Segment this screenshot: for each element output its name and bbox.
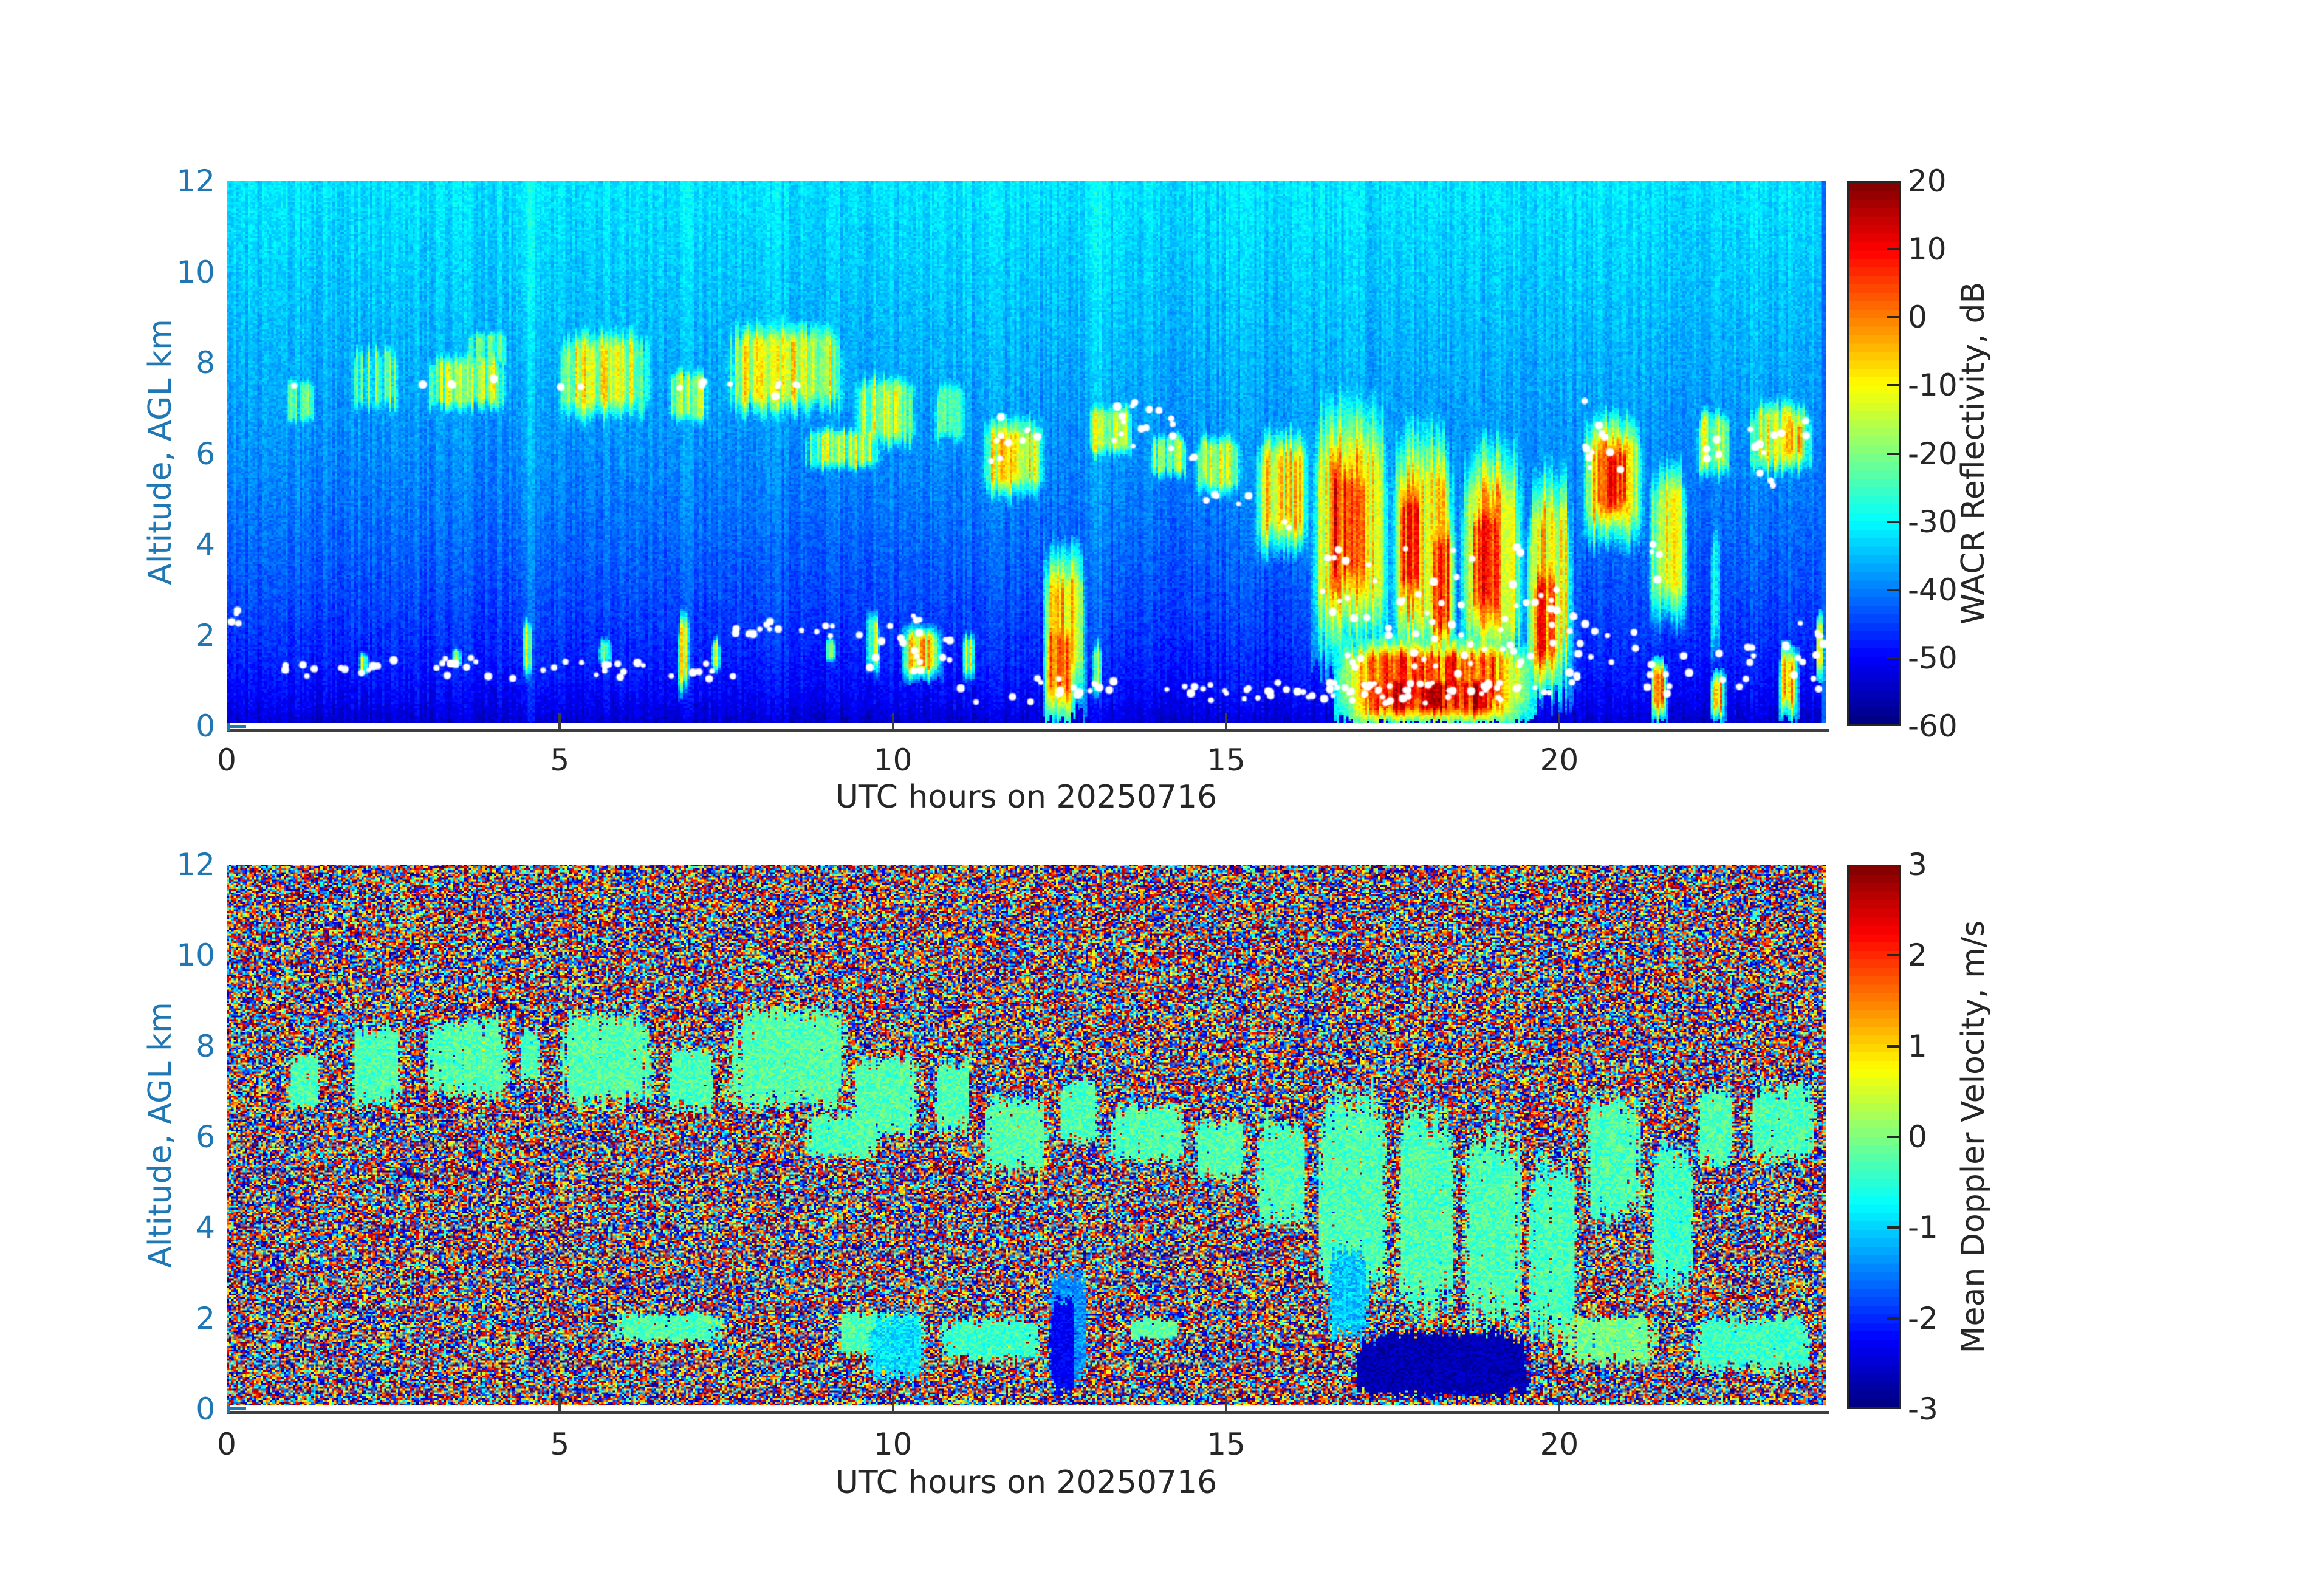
x-tick-label: 15 [1207,743,1246,778]
colorbar-tick-label: -20 [1908,436,1958,472]
x-tick-label: 5 [550,743,570,778]
y-tick-label: 2 [196,617,215,653]
colorbar-tick-mark [1887,248,1899,251]
y-tick-label: 10 [176,938,215,973]
y-zero-tick-mark [227,725,246,728]
x-tick-mark [1225,713,1227,729]
colorbar-tick-label: 2 [1908,938,1927,973]
x-tick-mark [891,713,894,729]
x-tick-label: 10 [873,1427,913,1462]
colorbar-tick-label: 20 [1908,163,1947,199]
colorbar-tick-mark [1887,520,1899,523]
y-tick-label: 8 [196,1028,215,1064]
y-axis-spine-stub [227,1405,230,1413]
colorbar-tick-mark [1887,954,1899,957]
y-tick-label: 4 [196,527,215,562]
colorbar-tick-label: 0 [1908,300,1927,335]
colorbar-label-reflectivity: WACR Reflectivity, dB [1955,281,1992,625]
reflectivity-plot [227,181,1826,723]
velocity-heatmap-canvas [227,865,1826,1405]
colorbar-tick-mark [1887,1317,1899,1320]
colorbar-label-velocity: Mean Doppler Velocity, m/s [1955,920,1992,1354]
y-tick-label: 0 [196,1391,215,1427]
y-tick-label: 12 [176,846,215,882]
x-tick-mark [1225,1396,1227,1411]
colorbar-tick-mark [1887,656,1899,659]
y-tick-label: 10 [176,254,215,290]
colorbar-tick-label: -3 [1908,1391,1938,1427]
x-tick-mark [891,1396,894,1411]
y-axis-label-top-plot: Altitude, AGL km [142,319,179,585]
y-tick-label: 4 [196,1210,215,1246]
colorbar-tick-mark [1887,1226,1899,1229]
y-axis-label-bottom-plot: Altitude, AGL km [142,1002,179,1268]
x-tick-label: 20 [1540,743,1579,778]
x-axis-spine [227,1411,1829,1414]
colorbar-tick-label: -50 [1908,640,1958,676]
x-tick-mark [1558,713,1561,729]
colorbar-tick-mark [1887,384,1899,387]
colorbar-tick-label: 1 [1908,1028,1927,1064]
x-tick-label: 10 [873,743,913,778]
colorbar-tick-label: 0 [1908,1119,1927,1154]
colorbar-tick-label: -60 [1908,708,1958,744]
x-tick-label: 15 [1207,1427,1246,1462]
colorbar-tick-mark [1887,588,1899,591]
x-tick-mark [1558,1396,1561,1411]
velocity-plot [227,865,1826,1405]
y-tick-label: 6 [196,436,215,472]
colorbar-tick-label: -10 [1908,368,1958,403]
x-axis-label-bottom-plot: UTC hours on 20250716 [835,1464,1218,1501]
y-tick-label: 2 [196,1300,215,1336]
colorbar-tick-label: 10 [1908,232,1947,267]
colorbar-tick-label: -30 [1908,504,1958,540]
x-tick-mark [558,1396,561,1411]
x-tick-mark [558,713,561,729]
colorbar-tick-label: -1 [1908,1210,1938,1246]
x-tick-label: 20 [1540,1427,1579,1462]
y-tick-label: 6 [196,1119,215,1154]
colorbar-tick-mark [1887,1044,1899,1048]
colorbar-tick-mark [1887,1136,1899,1138]
y-tick-label: 12 [176,163,215,199]
x-tick-label: 0 [217,743,236,778]
y-tick-label: 0 [196,708,215,744]
x-axis-label-top-plot: UTC hours on 20250716 [835,779,1218,815]
x-tick-label: 0 [217,1427,236,1462]
x-tick-label: 5 [550,1427,570,1462]
y-axis-spine-stub [227,723,230,731]
y-zero-tick-mark [227,1407,246,1410]
colorbar-tick-mark [1887,316,1899,319]
colorbar-tick-label: -2 [1908,1300,1938,1336]
colorbar-tick-label: 3 [1908,847,1927,882]
colorbar-tick-label: -40 [1908,572,1958,608]
cloud-base-dots-layer [227,181,1826,723]
x-axis-spine [227,729,1829,732]
y-tick-label: 8 [196,345,215,380]
colorbar-tick-mark [1887,452,1899,455]
